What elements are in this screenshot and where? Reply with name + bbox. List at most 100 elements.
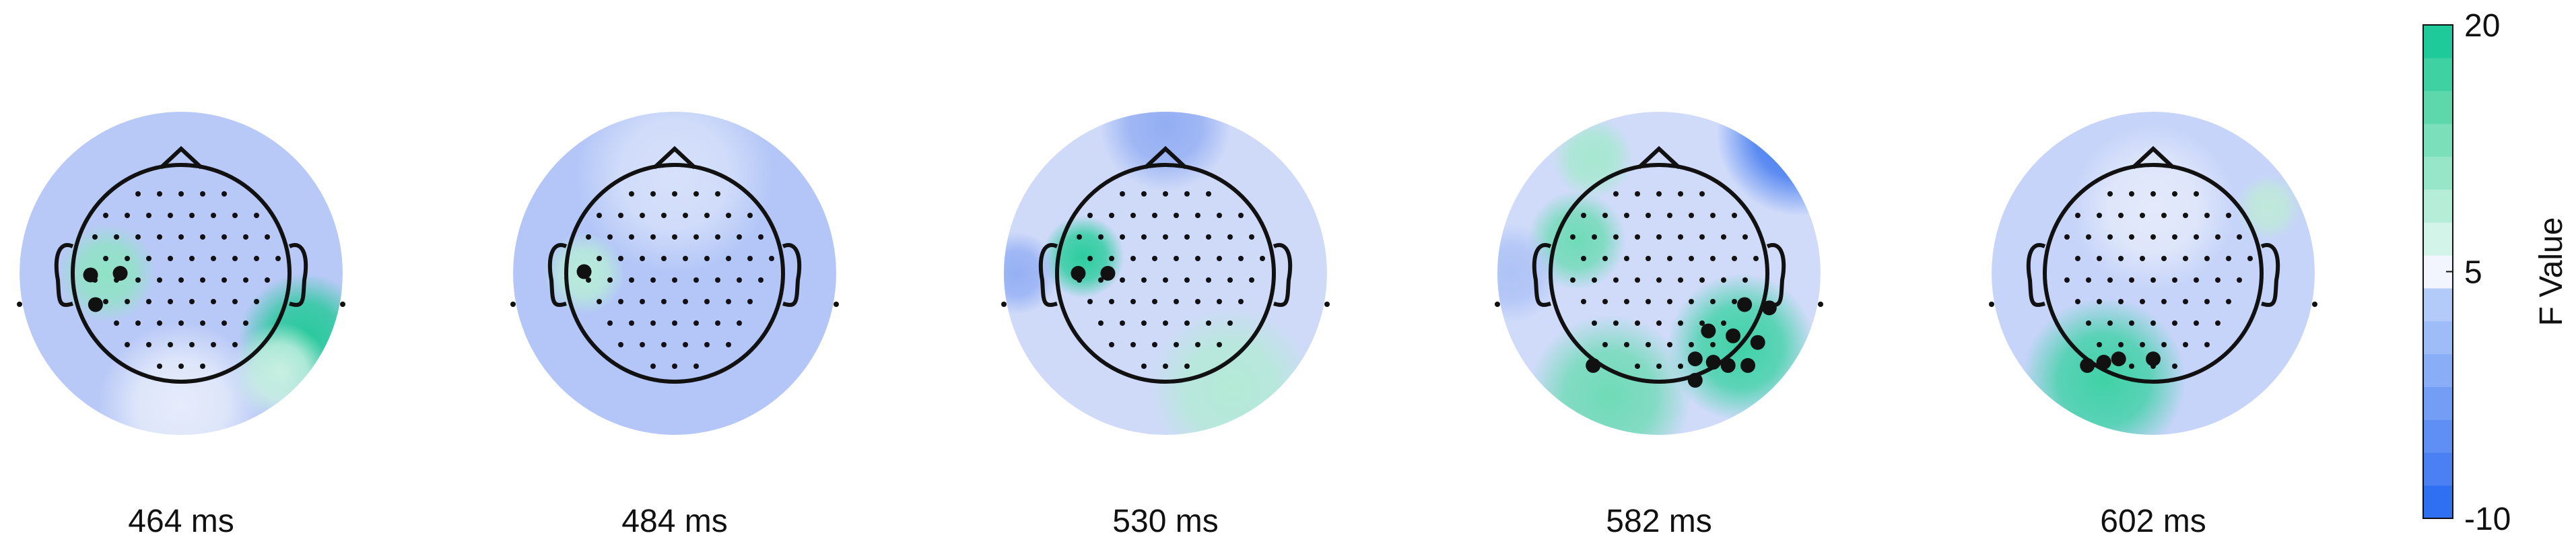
side-sensor: [834, 302, 839, 307]
sensor: [1206, 320, 1211, 326]
sensor: [2097, 299, 2102, 304]
sensor: [1646, 213, 1651, 218]
colorbar-step: [2423, 287, 2453, 322]
sensor: [1152, 213, 1157, 218]
sensor: [2215, 320, 2221, 326]
sensor: [2183, 213, 2188, 218]
colorbar-step: [2423, 123, 2453, 157]
sensor: [1163, 234, 1168, 240]
sensor: [168, 256, 173, 261]
sensor: [2204, 256, 2210, 261]
sensor: [693, 234, 699, 240]
ear: [547, 243, 568, 307]
sensor: [2172, 277, 2177, 283]
sensor: [1217, 342, 1222, 347]
nose: [1143, 145, 1188, 170]
sensor: [157, 234, 162, 240]
sensor: [737, 320, 742, 326]
sensor: [1184, 320, 1190, 326]
sensor: [1646, 256, 1651, 261]
sensor: [1667, 342, 1672, 347]
sensor: [157, 364, 162, 369]
sensor: [1217, 256, 1222, 261]
sensor: [1624, 342, 1629, 347]
map-title: 602 ms: [2100, 504, 2206, 539]
sensor: [2129, 277, 2134, 283]
sensor: [2075, 213, 2080, 218]
field-blob: [1527, 314, 1692, 435]
significant-sensor: [1720, 357, 1736, 373]
sensor: [1646, 299, 1651, 304]
sensor: [586, 277, 591, 283]
nose: [159, 145, 203, 170]
sensor: [1141, 234, 1147, 240]
sensor: [607, 277, 613, 283]
sensor: [200, 191, 205, 197]
sensor: [661, 299, 667, 304]
sensor: [661, 213, 667, 218]
sensor: [2204, 342, 2210, 347]
sensor: [1130, 213, 1136, 218]
field-blob: [1004, 232, 1059, 315]
sensor: [726, 256, 731, 261]
sensor: [222, 234, 227, 240]
sensor: [2140, 299, 2145, 304]
sensor: [103, 256, 108, 261]
colorbar-label: F Value: [2534, 217, 2569, 326]
field-blob: [1099, 112, 1231, 191]
sensor: [1120, 234, 1125, 240]
colorbar-tick-label: -10: [2464, 502, 2511, 537]
sensor: [243, 234, 248, 240]
sensor: [2172, 320, 2177, 326]
sensor: [2107, 277, 2113, 283]
sensor: [232, 299, 238, 304]
sensor: [1689, 213, 1694, 218]
sensor: [222, 277, 227, 283]
sensor: [189, 213, 195, 218]
sensor: [1163, 364, 1168, 369]
sensor: [640, 299, 645, 304]
map-title: 582 ms: [1606, 504, 1711, 539]
sensor: [1721, 234, 1726, 240]
sensor: [1732, 213, 1737, 218]
sensor: [629, 191, 634, 197]
sensor: [2204, 299, 2210, 304]
sensor: [168, 213, 173, 218]
sensor: [2226, 299, 2231, 304]
sensor: [2086, 234, 2091, 240]
sensor: [1163, 191, 1168, 197]
sensor: [200, 234, 205, 240]
ear: [54, 243, 74, 307]
sensor: [1699, 277, 1705, 283]
sensor: [189, 299, 195, 304]
sensor: [586, 234, 591, 240]
field-blob: [576, 112, 774, 273]
sensor: [1602, 342, 1608, 347]
topomap: 602 ms: [1989, 112, 2317, 539]
sensor: [1206, 277, 1211, 283]
sensor: [232, 256, 238, 261]
sensor: [1678, 234, 1683, 240]
sensor: [1152, 256, 1157, 261]
sensor: [232, 213, 238, 218]
topomap: 582 ms: [1495, 112, 1823, 539]
sensor: [683, 213, 688, 218]
significant-sensor: [83, 267, 98, 283]
sensor: [2086, 277, 2091, 283]
sensor: [178, 191, 184, 197]
sensor: [650, 364, 656, 369]
sensor: [125, 342, 130, 347]
sensor: [1206, 234, 1211, 240]
field-blob: [1552, 116, 1635, 199]
head-outline: [564, 163, 785, 384]
sensor: [211, 256, 216, 261]
sensor: [157, 277, 162, 283]
sensor: [1721, 277, 1726, 283]
sensor: [2118, 213, 2124, 218]
sensor: [726, 342, 731, 347]
sensor: [157, 191, 162, 197]
sensor: [254, 213, 259, 218]
sensor: [146, 342, 151, 347]
sensor: [607, 234, 613, 240]
